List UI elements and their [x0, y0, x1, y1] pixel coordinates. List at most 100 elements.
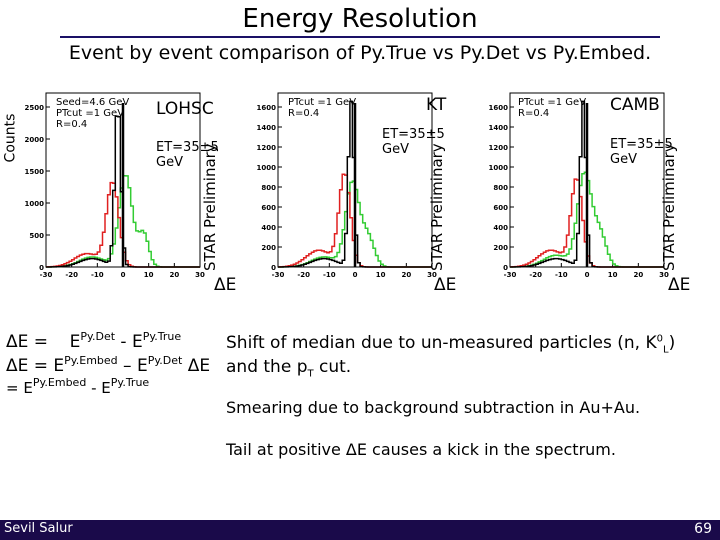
y-tick-label: 0 [503, 264, 508, 272]
y-tick-label: 1000 [489, 164, 509, 172]
pt-cut-sub: T [307, 368, 314, 380]
y-tick-label: 0 [39, 264, 44, 272]
eq1-b-sup: Py.True [142, 330, 182, 343]
eq1-prefix: ΔE = [6, 332, 54, 352]
panel-lohsc: 2500 2000 1500 1000 500 0 -30 -20 -10 0 10 20 30 See… [18, 85, 236, 295]
x-tick-label: -20 [297, 271, 310, 279]
panel-params: Seed=4.6 GeV PTcut =1 GeV R=0.4 [56, 97, 129, 130]
x-tick-label: 20 [633, 271, 643, 279]
x-tick-label: 10 [608, 271, 618, 279]
y-tick-label: 1400 [257, 124, 277, 132]
params-line2: R=0.4 [518, 108, 550, 119]
pt-cut-note: and the pT cut. [226, 357, 351, 379]
y-tick-label: 0 [271, 264, 276, 272]
x-tick-label: 10 [144, 271, 154, 279]
title-underline [60, 36, 660, 38]
tail-note: Tail at positive ΔE causes a kick in the… [226, 440, 616, 459]
x-tick-label: -10 [555, 271, 568, 279]
equation-line-1: ΔE = EPy.Det - EPy.True [6, 330, 181, 352]
x-tick-label: 30 [659, 271, 669, 279]
preliminary-text: Preliminary [428, 143, 446, 229]
y-tick-label: 500 [29, 232, 44, 240]
eq1-a-sup: Py.Det [80, 330, 116, 343]
y-tick-label: 1400 [489, 124, 509, 132]
x-tick-label: 10 [376, 271, 386, 279]
panel-params: PTcut =1 GeV R=0.4 [288, 97, 356, 119]
et-label: ET=35±5 GeV [156, 140, 219, 170]
eq1-a: E [69, 332, 81, 352]
et-label: ET=35±5 GeV [382, 127, 445, 157]
params-line2: R=0.4 [288, 108, 320, 119]
y-tick-label: 2500 [25, 104, 45, 112]
pt-cut-end: cut. [313, 357, 352, 377]
panel-kt: 1600 1400 1200 1000 800 600 400 200 0 -30 -20 -10 0 1… [250, 85, 460, 295]
page-number: 69 [694, 521, 712, 537]
median-sub: L [663, 344, 669, 356]
y-tick-label: 1000 [257, 164, 277, 172]
x-axis-label: ΔE [214, 275, 237, 295]
slide-subtitle: Event by event comparison of Py.True vs … [68, 42, 652, 64]
y-tick-label: 800 [261, 184, 276, 192]
y-tick-label: 1600 [489, 104, 509, 112]
preliminary-text: Preliminary [660, 143, 678, 229]
et-label: ET=35±5 GeV [610, 137, 673, 167]
eq1-b: - E [115, 332, 143, 352]
median-sup: 0 [656, 333, 663, 345]
eq2-suffix: ΔE [182, 356, 211, 376]
y-tick-label: 1200 [257, 144, 277, 152]
star-text: STAR [660, 232, 678, 271]
x-tick-label: -30 [272, 271, 285, 279]
y-tick-label: 1200 [489, 144, 509, 152]
params-line1: PTcut =1 GeV [518, 97, 587, 108]
star-text: STAR [201, 232, 219, 271]
params-line1: PTcut =1 GeV [288, 97, 357, 108]
x-tick-label: 0 [353, 271, 358, 279]
preliminary-text: Preliminary [201, 143, 219, 229]
x-tick-label: 0 [585, 271, 590, 279]
py-true-curve [46, 115, 200, 268]
y-tick-label: 1000 [25, 200, 45, 208]
equation-line-2: ΔE = EPy.Embed – EPy.Det ΔE [6, 354, 210, 376]
y-axis-label: Counts [2, 113, 19, 163]
panel-params: PTcut =1 GeV R=0.4 [518, 97, 586, 119]
y-tick-label: 200 [261, 244, 276, 252]
y-tick-label: 600 [493, 204, 508, 212]
x-tick-label: 20 [169, 271, 179, 279]
median-text: Shift of median due to un-measured parti… [226, 333, 657, 353]
params-line2: PTcut =1 GeV [56, 108, 125, 119]
slide-title: Energy Resolution [242, 4, 478, 34]
params-line3: R=0.4 [56, 119, 88, 130]
y-tick-label: 400 [261, 224, 276, 232]
x-tick-label: -30 [504, 271, 517, 279]
py-true-curve [278, 100, 432, 268]
footer-bar [0, 520, 720, 540]
median-shift-note: Shift of median due to un-measured parti… [226, 333, 675, 355]
x-tick-label: 0 [121, 271, 126, 279]
star-label: STAR Preliminary [660, 143, 678, 271]
panel-camb: 1600 1400 1200 1000 800 600 400 200 0 -30 -20 -10 0 1… [482, 85, 692, 295]
star-label: STAR Preliminary [201, 143, 219, 271]
eq3-b: - E [86, 379, 111, 397]
eq3-b-sup: Py.True [110, 376, 150, 389]
panel-name: CAMB [610, 95, 660, 115]
y-tick-label: 800 [493, 184, 508, 192]
panel-name: LOHSC [156, 99, 214, 119]
x-tick-label: -20 [65, 271, 78, 279]
params-line1: Seed=4.6 GeV [56, 97, 130, 108]
x-tick-label: -10 [323, 271, 336, 279]
panel-name: KT [426, 95, 447, 115]
author-name: Sevil Salur [4, 521, 73, 536]
eq2-prefix: ΔE = E [6, 356, 65, 376]
y-tick-label: 400 [493, 224, 508, 232]
eq2-b-sup: Py.Det [147, 354, 183, 367]
x-tick-label: -10 [91, 271, 104, 279]
pt-cut-text: and the p [226, 357, 308, 377]
equation-line-3: = EPy.Embed - EPy.True [6, 376, 149, 397]
x-tick-label: 30 [427, 271, 437, 279]
eq3-prefix: = E [6, 379, 33, 397]
star-label: STAR Preliminary [428, 143, 446, 271]
eq3-a-sup: Py.Embed [32, 376, 87, 389]
